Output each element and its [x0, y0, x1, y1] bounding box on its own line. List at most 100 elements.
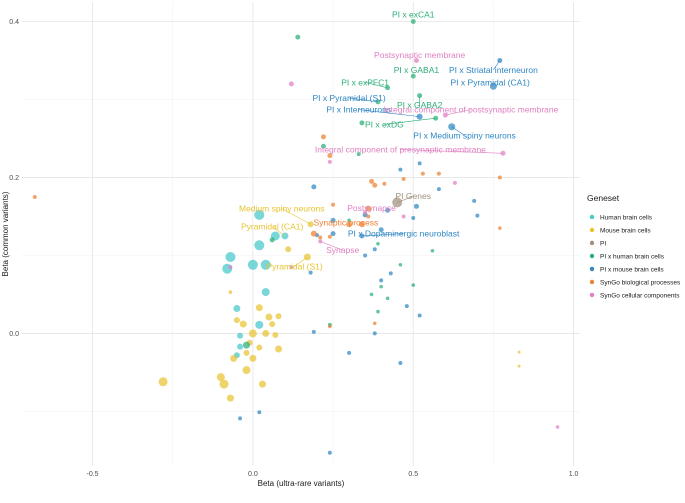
- data-point: [320, 143, 326, 149]
- annotation-label: PI x Dopaminergic neuroblast: [348, 229, 460, 239]
- data-point: [413, 57, 419, 63]
- data-point: [330, 231, 336, 237]
- data-point: [410, 18, 416, 24]
- legend-entry-label: Mouse brain cells: [600, 227, 651, 234]
- data-point: [358, 221, 365, 228]
- data-point: [256, 344, 263, 351]
- grid-layer: [22, 2, 580, 466]
- x-tick-label: 1.0: [569, 471, 579, 478]
- annotation-layer: PI x exCA1 Postsynaptic membrane PI x Stri…: [239, 9, 559, 271]
- data-point: [272, 331, 279, 338]
- legend: Geneset Human brain cells Mouse brain cel…: [587, 193, 681, 299]
- data-point: [404, 304, 409, 309]
- data-point: [328, 324, 332, 329]
- data-point: [372, 247, 377, 252]
- data-point: [255, 320, 264, 329]
- data-point: [331, 202, 336, 207]
- data-point: [327, 234, 332, 239]
- data-point: [369, 178, 375, 184]
- legend-key: [589, 227, 595, 233]
- data-point: [289, 265, 294, 270]
- annotation-label: PI x Interneurons: [326, 105, 391, 115]
- data-point: [216, 373, 225, 382]
- x-tick-label: -0.5: [87, 471, 99, 478]
- legend-title: Geneset: [587, 193, 620, 203]
- points-layer: [32, 18, 560, 455]
- annotation-label: PI x GABA1: [394, 65, 440, 75]
- data-point: [411, 216, 416, 221]
- legend-key: [589, 253, 595, 259]
- data-point: [372, 331, 377, 336]
- data-point: [261, 288, 270, 297]
- data-point: [517, 350, 521, 354]
- data-point: [411, 283, 416, 287]
- annotation-leader-line: [400, 149, 504, 154]
- data-point: [379, 284, 383, 289]
- data-point: [249, 354, 257, 362]
- data-point: [401, 177, 406, 182]
- annotation-leader-line: [358, 109, 420, 117]
- data-point: [385, 207, 391, 213]
- data-point: [269, 237, 275, 243]
- data-point: [254, 209, 265, 220]
- data-point: [230, 354, 238, 362]
- annotation-leader-line: [365, 82, 388, 89]
- annotation-label: PI x Striatal interneuron: [449, 65, 538, 75]
- data-point: [259, 380, 267, 388]
- annotation-leader-line: [271, 226, 286, 237]
- data-point: [225, 252, 236, 263]
- annotation-label: Integral component of presynaptic membra…: [315, 144, 486, 154]
- data-point: [327, 153, 333, 159]
- data-point: [288, 81, 294, 87]
- data-point: [356, 152, 361, 157]
- data-point: [233, 317, 240, 324]
- data-point: [365, 205, 372, 212]
- leader-layer: [271, 60, 504, 267]
- data-point: [310, 230, 317, 237]
- data-point: [327, 159, 332, 164]
- annotation-label: Postsynaptic membrane: [374, 50, 465, 60]
- data-point: [378, 227, 384, 233]
- data-point: [254, 240, 265, 251]
- annotation-leader-line: [294, 256, 308, 267]
- data-point: [369, 292, 374, 297]
- data-point: [262, 329, 270, 337]
- data-point: [517, 364, 521, 368]
- legend-entry-label: PI x mouse brain cells: [600, 266, 664, 273]
- data-point: [489, 82, 497, 90]
- annotation-label: PI x exPFC1: [341, 77, 389, 87]
- data-point: [308, 270, 313, 275]
- data-point: [237, 343, 244, 350]
- data-point: [452, 180, 457, 185]
- legend-entry-label: PI: [600, 240, 606, 247]
- annotation-leader-line: [397, 195, 414, 203]
- legend-key: [589, 279, 595, 285]
- data-point: [242, 366, 251, 375]
- data-point: [388, 271, 393, 276]
- axes-layer: -0.5 0.0 0.5 1.0 0.0 0.2 0.4: [9, 19, 578, 478]
- data-point: [158, 377, 168, 387]
- annotation-label: Integral component of postsynaptic membr…: [384, 105, 559, 115]
- data-point: [226, 394, 234, 402]
- data-point: [228, 265, 233, 270]
- data-point: [359, 120, 365, 126]
- data-point: [376, 241, 380, 246]
- data-point: [257, 410, 262, 415]
- y-tick-label: 0.2: [9, 175, 19, 182]
- data-point: [398, 263, 403, 267]
- data-point: [382, 181, 387, 186]
- data-point: [247, 259, 258, 270]
- data-point: [327, 450, 332, 455]
- data-point: [363, 210, 368, 215]
- annotation-leader-line: [361, 233, 404, 237]
- data-point: [311, 329, 316, 334]
- y-axis-title: Beta (common variants): [1, 191, 10, 276]
- data-point: [242, 341, 250, 349]
- legend-entry-label: SynGo biological processes: [600, 279, 681, 286]
- data-point: [413, 203, 419, 209]
- annotation-label: Postsynapse: [347, 203, 396, 213]
- data-point: [318, 235, 323, 240]
- data-point: [219, 379, 229, 389]
